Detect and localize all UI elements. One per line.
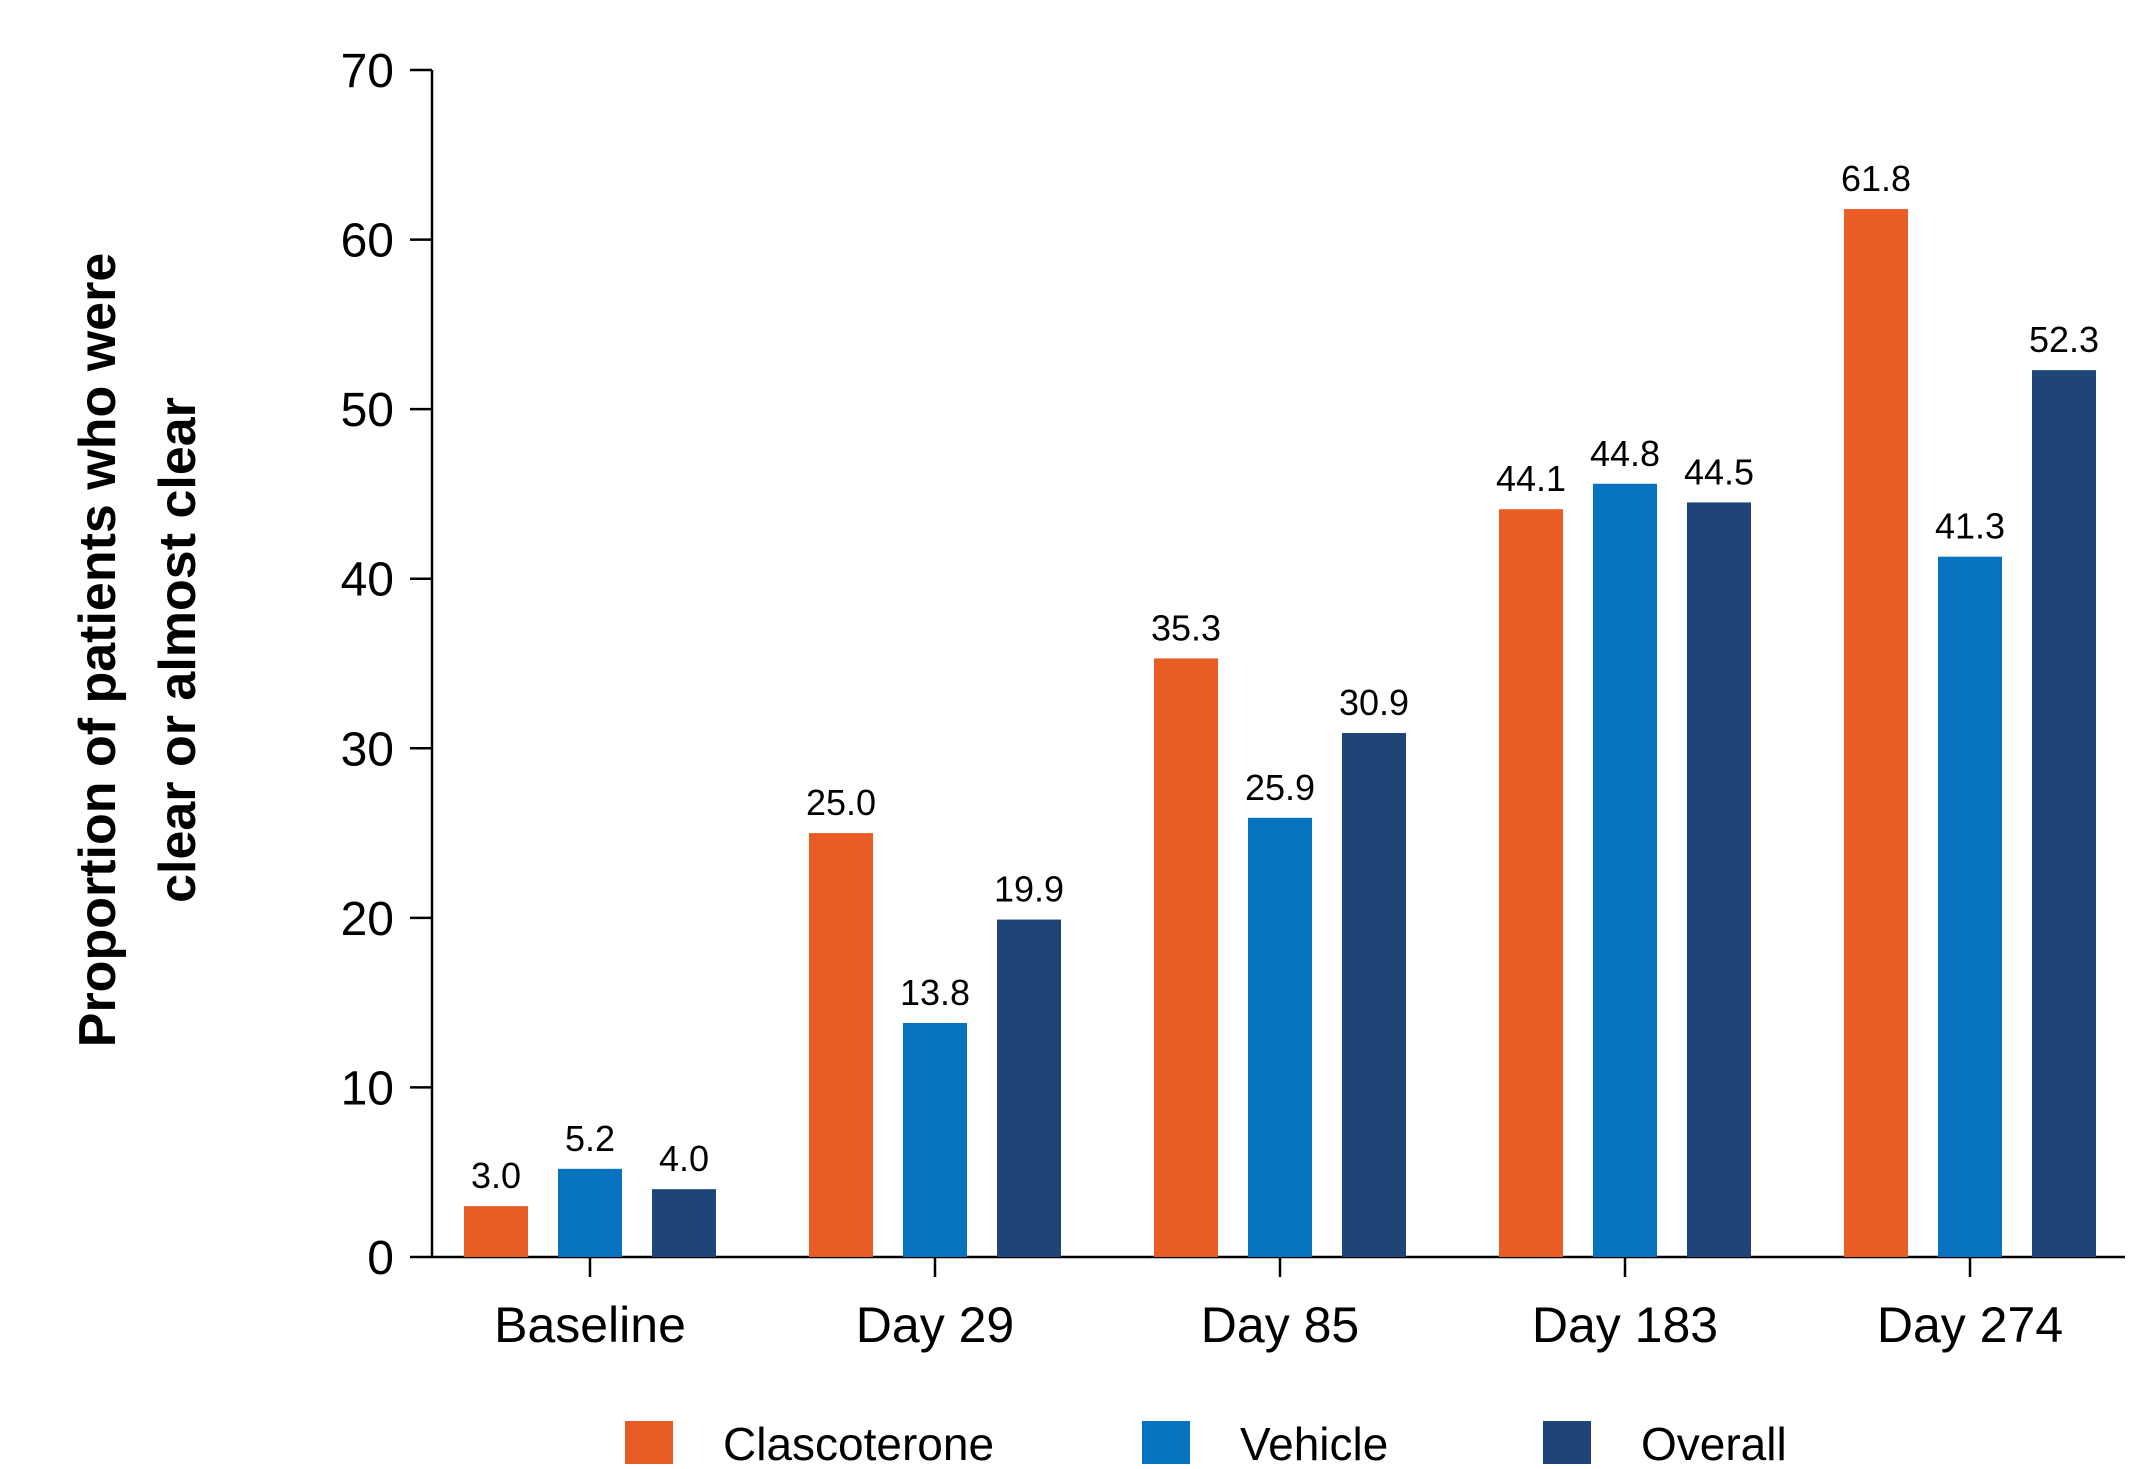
bar-value-label: 3.0 — [471, 1155, 521, 1196]
bar-value-label: 44.8 — [1590, 433, 1660, 474]
y-axis-title: Proportion of patients who were clear or… — [69, 253, 207, 1047]
y-tick-label: 20 — [341, 893, 394, 946]
legend-label-clascoterone: Clascoterone — [723, 1418, 994, 1464]
legend-swatch-overall — [1543, 1421, 1591, 1469]
bar-overall — [997, 919, 1061, 1257]
y-tick-label: 60 — [341, 215, 394, 268]
legend-swatch-clascoterone — [625, 1421, 673, 1469]
bar-vehicle — [1593, 483, 1657, 1257]
bar-value-label: 13.8 — [900, 972, 970, 1013]
bars — [464, 209, 2096, 1258]
bar-value-label: 19.9 — [994, 869, 1064, 910]
bar-clascoterone — [1154, 658, 1218, 1257]
bar-value-label: 5.2 — [565, 1118, 615, 1159]
data-labels: 3.0 25.0 35.3 44.1 61.8 5.2 13.8 25.9 44.8 41.3 4.… — [471, 158, 2099, 1196]
y-tick-label: 30 — [341, 723, 394, 776]
y-tick-label: 70 — [341, 45, 394, 98]
bar-vehicle — [903, 1022, 967, 1257]
bar-overall — [2032, 370, 2096, 1257]
bar-value-label: 44.1 — [1496, 458, 1566, 499]
x-category-label: Day 29 — [856, 1297, 1014, 1353]
bar-value-label: 30.9 — [1339, 682, 1409, 723]
bar-value-label: 52.3 — [2029, 319, 2099, 360]
bar-value-label: 41.3 — [1935, 506, 2005, 547]
y-tick-label: 50 — [341, 384, 394, 437]
y-tick-label: 10 — [341, 1062, 394, 1115]
legend-label-vehicle: Vehicle — [1240, 1418, 1388, 1464]
bar-overall — [1342, 733, 1406, 1257]
axes: 0 10 20 30 40 50 60 70 Baseline Day 29 Day 85 Day 1… — [341, 45, 2125, 1353]
legend-label-overall: Overall — [1641, 1418, 1787, 1464]
bar-vehicle — [1938, 556, 2002, 1257]
bar-value-label: 35.3 — [1151, 607, 1221, 648]
bar-clascoterone — [464, 1206, 528, 1257]
bar-value-label: 4.0 — [659, 1138, 709, 1179]
bar-clascoterone — [809, 833, 873, 1257]
bar-value-label: 61.8 — [1841, 158, 1911, 199]
bar-vehicle — [1248, 817, 1312, 1257]
x-category-label: Baseline — [494, 1297, 686, 1353]
bar-value-label: 25.9 — [1245, 767, 1315, 808]
x-category-label: Day 85 — [1201, 1297, 1359, 1353]
legend-swatch-vehicle — [1142, 1421, 1190, 1469]
bar-clascoterone — [1499, 509, 1563, 1257]
bar-overall — [1687, 502, 1751, 1258]
y-axis-title-line-1: Proportion of patients who were — [69, 253, 127, 1047]
bar-vehicle — [558, 1168, 622, 1257]
x-category-label: Day 183 — [1532, 1297, 1718, 1353]
bar-overall — [652, 1189, 716, 1257]
bar-clascoterone — [1844, 209, 1908, 1257]
x-category-label: Day 274 — [1877, 1297, 2063, 1353]
bar-value-label: 25.0 — [806, 782, 876, 823]
y-tick-label: 40 — [341, 554, 394, 607]
y-tick-label: 0 — [367, 1232, 394, 1285]
y-axis-title-line-2: clear or almost clear — [149, 397, 207, 903]
legend: Clascoterone Vehicle Overall — [625, 1418, 1787, 1469]
bar-value-label: 44.5 — [1684, 451, 1754, 492]
